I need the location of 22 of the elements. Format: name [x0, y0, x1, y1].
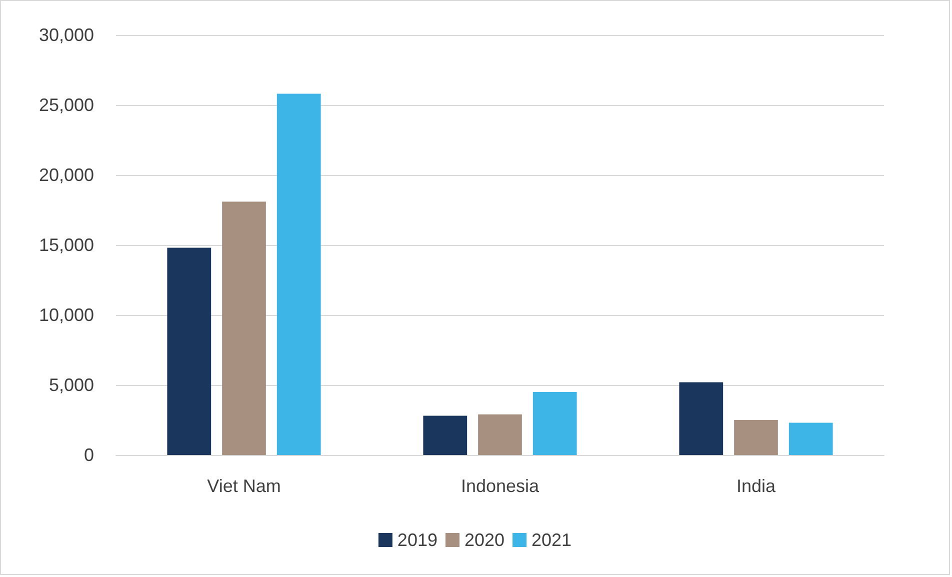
y-tick-label: 20,000	[38, 165, 94, 185]
x-tick-label: India	[736, 476, 776, 496]
legend-label: 2020	[464, 530, 505, 550]
y-tick-label: 30,000	[38, 25, 94, 45]
bar	[679, 382, 724, 455]
y-tick-label: 10,000	[38, 305, 94, 325]
bar	[276, 94, 321, 455]
legend-label: 2019	[397, 530, 438, 550]
bar	[532, 392, 577, 455]
bar	[734, 420, 778, 455]
bar	[167, 248, 212, 455]
bar	[478, 414, 522, 455]
bar	[423, 416, 468, 455]
legend-label: 2021	[532, 530, 572, 550]
y-tick-label: 0	[84, 445, 94, 465]
bar	[788, 422, 833, 455]
y-tick-label: 15,000	[38, 235, 94, 255]
y-tick-label: 25,000	[38, 95, 94, 115]
x-tick-label: Indonesia	[460, 476, 540, 496]
x-tick-label: Viet Nam	[207, 476, 281, 496]
bar	[222, 202, 266, 455]
y-tick-label: 5,000	[48, 375, 94, 395]
